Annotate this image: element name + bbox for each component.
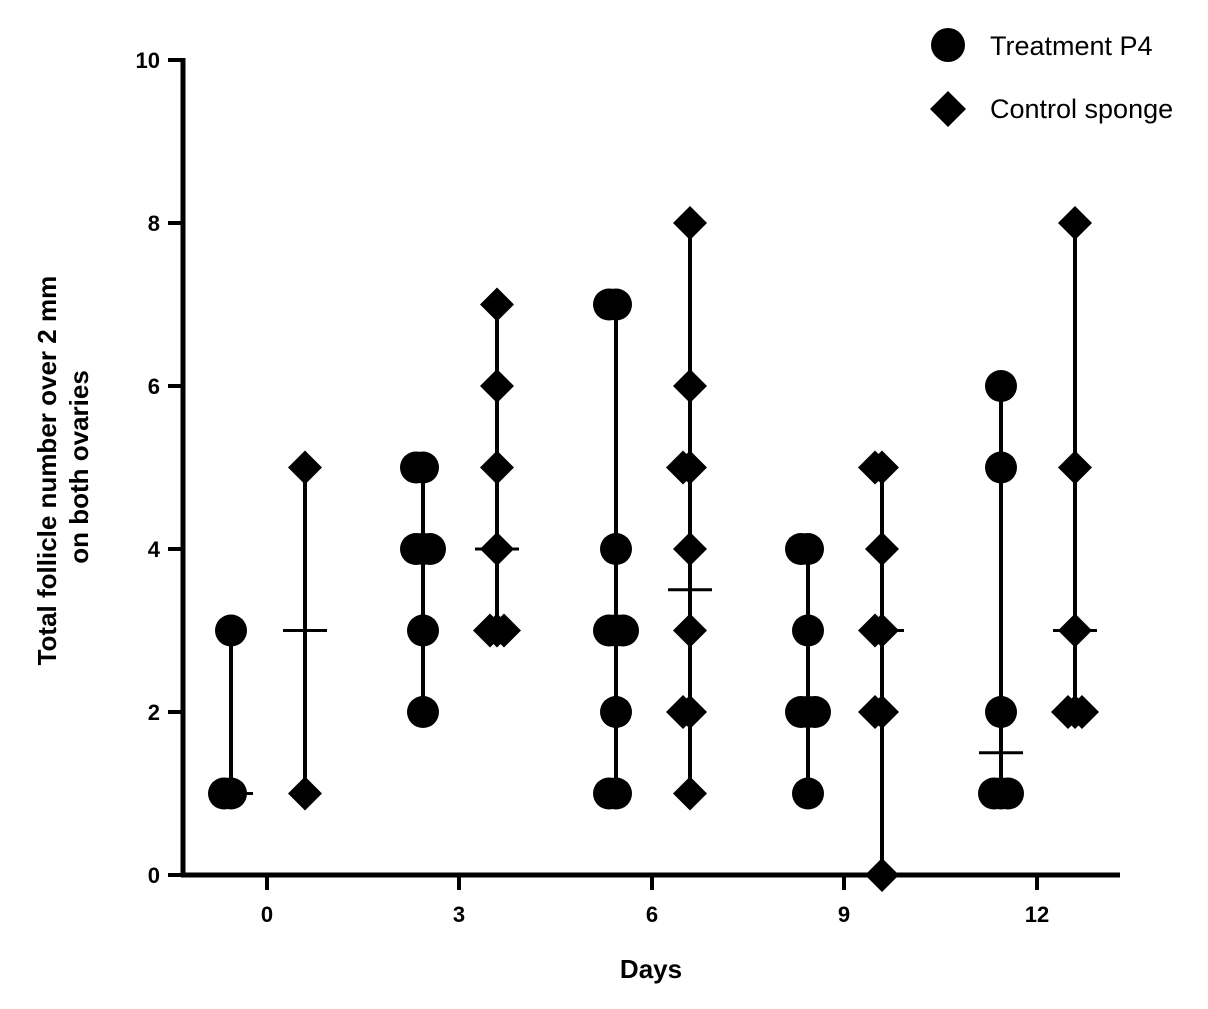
y-axis-title-line-2: on both ovaries [64,370,94,564]
data-point [1065,695,1099,729]
y-tick-label-3: 6 [148,374,160,399]
series-0 [208,288,1024,810]
x-tick-label-0: 0 [261,902,273,927]
data-point [792,777,824,810]
data-point [865,532,899,566]
y-tick-label-4: 8 [148,211,160,236]
data-point [673,613,707,648]
legend-item-treatment: Treatment P4 [931,28,1153,62]
data-point [673,776,707,811]
series-0-group-3 [785,533,831,810]
data-point [288,450,322,485]
legend-item-control: Control sponge [930,91,1173,127]
data-point [288,776,322,811]
data-point [600,533,632,565]
data-point [480,450,514,485]
data-point [992,777,1024,810]
data-point [985,451,1017,484]
data-point [480,369,514,403]
data-point [666,450,700,485]
data-point [785,533,817,565]
data-point [487,613,521,648]
legend-label-control: Control sponge [990,94,1173,124]
data-point [792,614,824,647]
series-1-group-1 [473,287,521,648]
y-tick-label-0: 0 [148,863,160,888]
data-point [799,696,831,728]
x-ticks: 0 3 6 9 12 [261,875,1049,927]
legend-diamond-marker [930,91,966,127]
data-point [666,695,700,729]
data-point [858,695,892,729]
y-axis-title: Total follicle number over 2 mm on both … [32,269,94,666]
data-point [858,613,892,648]
chart-marks [208,206,1099,892]
data-point [1058,206,1092,240]
series-1-group-4 [1051,206,1099,729]
x-tick-label-3: 9 [838,902,850,927]
y-ticks: 0 2 4 6 8 10 [136,48,183,888]
x-tick-label-4: 12 [1025,902,1049,927]
data-point [480,287,514,322]
data-point [407,614,439,647]
legend: Treatment P4 Control sponge [930,28,1173,127]
data-point [673,532,707,566]
data-point [673,369,707,403]
y-tick-label-5: 10 [136,48,160,73]
y-tick-label-2: 4 [148,537,161,562]
series-1-group-3 [858,450,904,892]
data-point [400,451,432,484]
series-1-group-0 [283,450,327,811]
data-point [208,777,240,810]
data-point [1058,613,1092,648]
data-point [593,777,625,810]
series-0-group-0 [208,614,253,810]
series-0-group-4 [978,370,1024,810]
series-1 [283,206,1099,892]
data-point [985,370,1017,402]
legend-circle-marker [931,28,965,62]
series-1-group-2 [666,206,712,811]
x-tick-label-2: 6 [646,902,658,927]
data-point [1058,450,1092,485]
series-0-group-1 [400,451,446,728]
y-axis-title-line-1: Total follicle number over 2 mm [32,276,62,666]
x-axis-title: Days [620,954,682,984]
data-point [600,696,632,728]
data-point [858,450,892,485]
data-point [407,696,439,728]
data-point [593,288,625,321]
data-point [414,533,446,565]
y-tick-label-1: 2 [148,700,160,725]
data-point [215,614,247,647]
data-point [673,206,707,240]
data-point [607,614,639,647]
data-point [480,532,514,566]
x-tick-label-1: 3 [453,902,465,927]
legend-label-treatment: Treatment P4 [990,31,1153,61]
data-point [985,696,1017,728]
series-0-group-2 [593,288,639,810]
